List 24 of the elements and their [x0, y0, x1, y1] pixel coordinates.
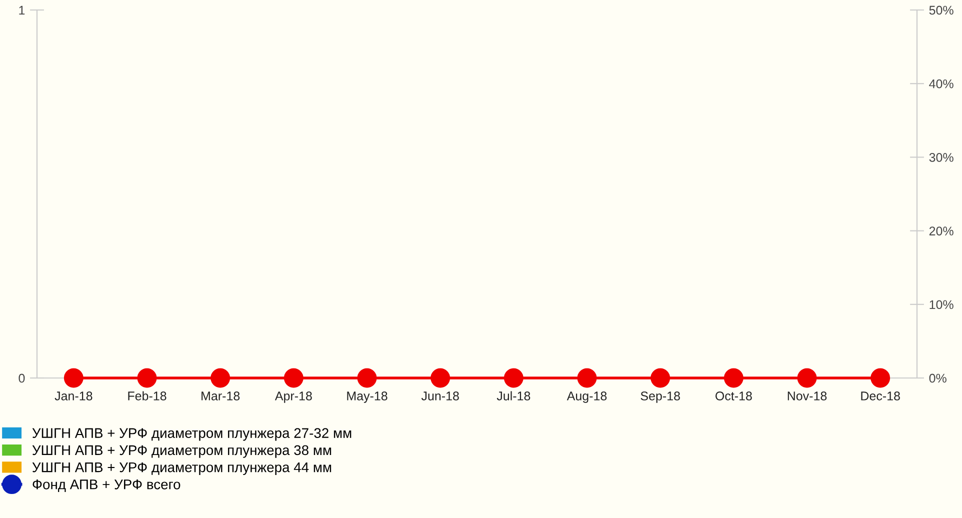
y2-tick-label: 50%	[929, 6, 954, 15]
x-tick-label: Sep-18	[640, 392, 680, 403]
x-tick-label: Nov-18	[788, 392, 827, 400]
legend-label: Фонд АПВ + УРФ всего	[32, 480, 180, 492]
x-tick-label: Apr-18	[274, 392, 312, 403]
x-tick-label: Jun-18	[421, 392, 459, 400]
y2-tick-label: 10%	[930, 300, 954, 310]
y2-tick-label: 30%	[929, 153, 954, 162]
legend-label: УШГН АПВ + УРФ диаметром плунжера 27-32 мм	[32, 428, 352, 441]
x-tick-label: Feb-18	[128, 391, 166, 400]
y-tick-label: 1	[19, 6, 25, 15]
y2-tick-label: 0%	[929, 374, 946, 383]
y-tick-label: 0	[18, 374, 25, 383]
x-tick-label: Jul-18	[496, 391, 530, 400]
legend-label: УШГН АПВ + УРФ диаметром плунжера 38 мм	[32, 445, 332, 458]
x-tick-label: Aug-18	[566, 392, 607, 403]
legend-label: УШГН АПВ + УРФ диаметром плунжера 44 мм	[32, 462, 332, 475]
y2-tick-label: 40%	[929, 79, 954, 88]
x-tick-label: Jan-18	[54, 392, 92, 400]
y2-tick-label: 20%	[929, 226, 954, 236]
x-tick-label: Mar-18	[202, 392, 240, 400]
x-tick-label: Oct-18	[716, 392, 752, 400]
x-tick-label: May-18	[347, 392, 388, 403]
x-tick-label: Dec-18	[861, 392, 900, 400]
